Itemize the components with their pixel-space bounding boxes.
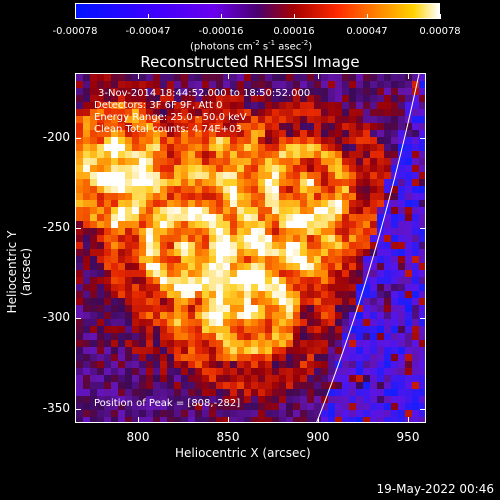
colorbar-tick-mark (366, 14, 368, 19)
solar-limb-line (316, 74, 420, 422)
annotation-clean: Clean Total counts: 4.74E+03 (94, 124, 242, 135)
x-tick-label: 800 (126, 430, 150, 444)
annotation-time: 3-Nov-2014 18:44:52.000 to 18:50:52.000 (98, 88, 311, 99)
x-tick-mark (138, 417, 139, 423)
x-tick-mark (228, 73, 229, 79)
colorbar-tick-mark (220, 14, 222, 19)
colorbar-tick-label: -0.00047 (125, 26, 171, 37)
y-tick-mark (420, 228, 426, 230)
y-axis-label: Heliocentric Y (arcsec) (5, 230, 33, 314)
x-tick-label: 850 (216, 430, 240, 444)
x-tick-mark (318, 73, 319, 79)
colorbar-tick-label: 0.00016 (273, 26, 315, 37)
plot-title: Reconstructed RHESSI Image (140, 53, 360, 71)
datestamp: 19-May-2022 00:46 (376, 482, 494, 496)
x-tick-mark (408, 417, 409, 423)
colorbar-tick-label: -0.00078 (52, 26, 98, 37)
y-tick-label: -300 (42, 310, 70, 325)
colorbar-tick-label: 0.00047 (346, 26, 388, 37)
x-tick-mark (318, 417, 319, 423)
y-tick-mark (75, 318, 81, 320)
colorbar-tick-mark (147, 14, 149, 19)
x-tick-mark (138, 73, 139, 79)
y-tick-mark (75, 228, 81, 230)
x-axis-label: Heliocentric X (arcsec) (175, 446, 311, 460)
y-tick-label: -200 (42, 129, 70, 144)
colorbar-tick-mark (293, 14, 295, 19)
colorbar-tick-mark (74, 14, 76, 19)
colorbar (75, 3, 440, 19)
x-tick-label: 900 (306, 430, 330, 444)
image-plot-area: 3-Nov-2014 18:44:52.000 to 18:50:52.000 … (75, 73, 426, 423)
y-tick-label: -350 (42, 400, 70, 415)
y-tick-mark (420, 408, 426, 410)
colorbar-tick-mark (439, 14, 441, 19)
colorbar-unit: (photons cm-2 s-1 asec-2) (190, 39, 313, 53)
annotation-detectors: Detectors: 3F 6F 9F, Att 0 (94, 100, 223, 111)
y-tick-mark (75, 137, 81, 139)
colorbar-tick-label: 0.00078 (419, 26, 461, 37)
annotation-peak: Position of Peak = [808,-282] (94, 398, 241, 409)
y-tick-mark (420, 137, 426, 139)
x-tick-label: 950 (396, 430, 420, 444)
y-tick-mark (420, 318, 426, 320)
hxr-image-heatmap (76, 74, 425, 422)
y-tick-mark (75, 408, 81, 410)
x-tick-mark (228, 417, 229, 423)
colorbar-tick-label: -0.00016 (198, 26, 244, 37)
annotation-energy: Energy Range: 25.0 - 50.0 keV (94, 112, 247, 123)
x-tick-mark (408, 73, 409, 79)
y-tick-label: -250 (42, 220, 70, 235)
